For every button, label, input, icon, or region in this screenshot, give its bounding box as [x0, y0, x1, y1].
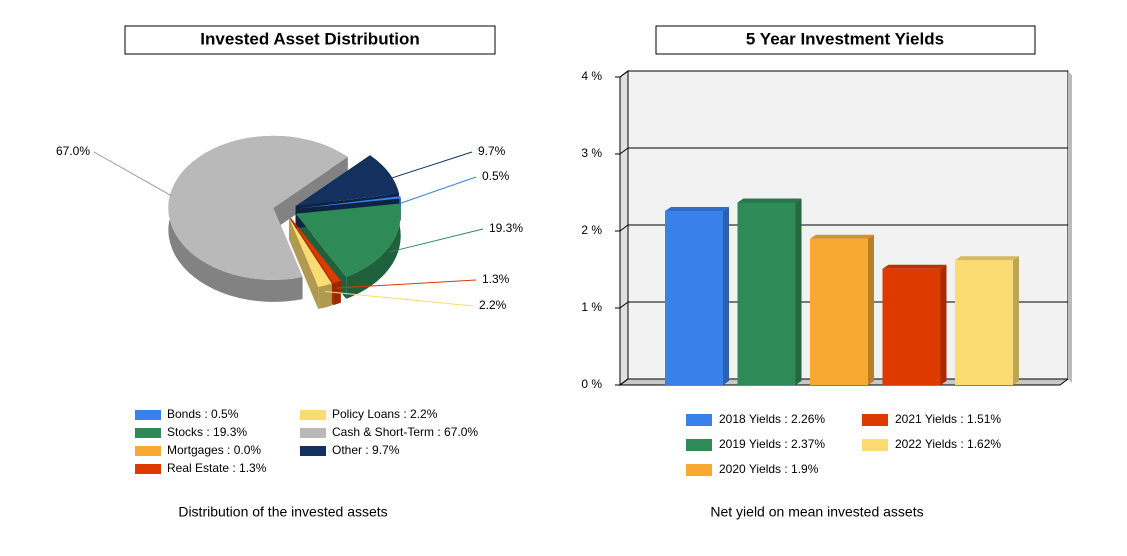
legend-label: 2020 Yields : 1.9% — [719, 462, 819, 476]
legend-swatch — [300, 410, 326, 420]
leader-line — [336, 279, 477, 289]
chart-title: Invested Asset Distribution — [200, 29, 419, 48]
bar — [955, 260, 1013, 385]
y-tick-label: 1 % — [581, 300, 602, 314]
bar-top — [665, 206, 729, 211]
leader-line — [400, 176, 477, 204]
data-label: 67.0% — [56, 144, 90, 158]
legend-swatch — [686, 464, 712, 476]
pie-slice — [168, 135, 348, 280]
bar — [882, 268, 941, 385]
pie-slice — [290, 217, 341, 284]
bar-top — [955, 256, 1019, 261]
legend-label: Stocks : 19.3% — [167, 425, 247, 439]
title-box — [655, 25, 1036, 55]
bar-top — [882, 264, 947, 269]
leader-line — [93, 151, 172, 197]
legend-label: Policy Loans : 2.2% — [332, 407, 438, 421]
legend-label: 2022 Yields : 1.62% — [895, 437, 1001, 451]
pie-slice — [296, 196, 401, 209]
plot-edge — [1068, 71, 1072, 383]
data-label: 9.7% — [478, 144, 506, 158]
pie-slice — [289, 217, 332, 288]
slice-side — [346, 203, 401, 299]
legend-swatch — [135, 446, 161, 456]
data-label: 2.2% — [479, 298, 507, 312]
caption: Net yield on mean invested assets — [710, 504, 923, 520]
legend-label: Bonds : 0.5% — [167, 407, 239, 421]
legend-swatch — [135, 410, 161, 420]
bar-top — [810, 234, 874, 239]
grid-line — [619, 224, 1068, 232]
legend-swatch — [135, 464, 161, 474]
legend-label: Mortgages : 0.0% — [167, 443, 261, 457]
legend-label: 2021 Yields : 1.51% — [895, 412, 1001, 426]
bar-side — [1013, 256, 1019, 385]
chart-title: 5 Year Investment Yields — [746, 29, 944, 48]
legend-label: 2018 Yields : 2.26% — [719, 412, 825, 426]
legend-swatch — [135, 428, 161, 438]
bar-side — [795, 198, 802, 385]
bar — [810, 238, 868, 385]
slice-side — [289, 217, 319, 310]
leader-line — [325, 291, 474, 307]
y-tick-label: 0 % — [581, 377, 602, 391]
bar — [737, 202, 796, 385]
legend-swatch — [686, 414, 712, 426]
grid-line — [619, 70, 1068, 78]
data-label: 0.5% — [482, 169, 510, 183]
data-label: 19.3% — [489, 221, 523, 235]
legend-swatch — [300, 446, 326, 456]
y-tick-label: 4 % — [581, 69, 602, 83]
bar-top — [737, 198, 802, 203]
legend-label: 2019 Yields : 2.37% — [719, 437, 825, 451]
bar — [665, 210, 723, 385]
legend-swatch — [862, 439, 888, 451]
bar-side — [723, 206, 729, 385]
grid-line — [619, 147, 1068, 155]
legend-label: Other : 9.7% — [332, 443, 400, 457]
y-tick-label: 2 % — [581, 223, 602, 237]
bar-side — [940, 264, 947, 385]
legend-label: Cash & Short-Term : 67.0% — [332, 425, 478, 439]
slice-side — [318, 283, 332, 310]
y-tick-label: 3 % — [581, 146, 602, 160]
leader-line — [389, 228, 484, 253]
legend-swatch — [686, 439, 712, 451]
legend-label: Real Estate : 1.3% — [167, 461, 267, 475]
legend-swatch — [862, 414, 888, 426]
legend-swatch — [300, 428, 326, 438]
caption: Distribution of the invested assets — [178, 504, 387, 520]
bar-side — [868, 234, 874, 385]
data-label: 1.3% — [482, 272, 510, 286]
title-box — [124, 25, 496, 55]
slice-side — [273, 157, 348, 230]
pie-slice — [295, 203, 401, 277]
pie-slice — [295, 155, 400, 207]
leader-line — [388, 151, 473, 180]
